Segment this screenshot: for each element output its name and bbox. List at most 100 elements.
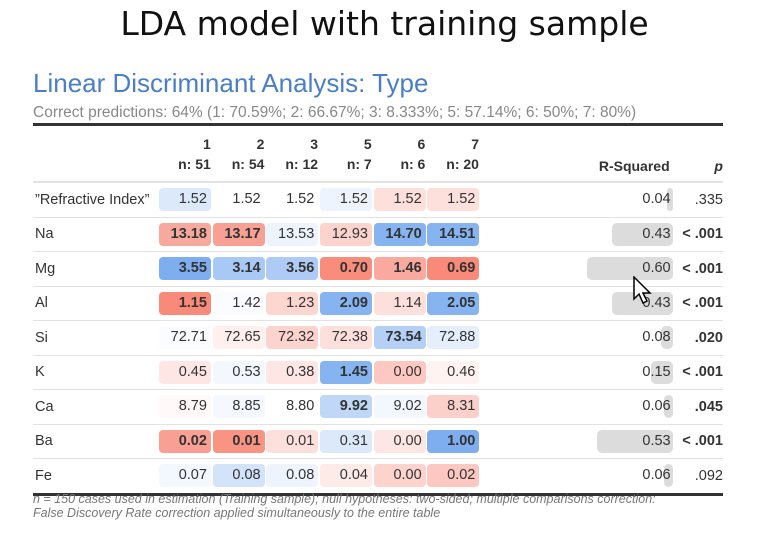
footnote-line-2: False Discovery Rate correction applied …	[33, 506, 441, 520]
page-title: LDA model with training sample	[120, 4, 649, 43]
row-label: Si	[35, 329, 48, 346]
r-squared-value: 0.60	[642, 260, 671, 277]
table-cell: 9.92	[319, 395, 372, 419]
table-cell: 13.53	[266, 222, 319, 246]
row-label: Mg	[35, 260, 56, 277]
r-squared-bar	[661, 326, 673, 350]
column-header-1: 1 n: 51	[157, 126, 211, 181]
r-squared-value: 0.04	[642, 191, 671, 208]
r-squared-value: 0.08	[642, 329, 671, 346]
r-squared-value: 0.53	[642, 432, 671, 449]
table-cell: 72.88	[427, 326, 480, 350]
r-squared-bar	[587, 257, 673, 281]
table-row: Ca 8.79 8.85 8.80 9.92 9.02 8.31 0.06 .045	[33, 390, 723, 425]
table-cell: 0.38	[266, 360, 319, 384]
table-cell: 72.38	[319, 326, 372, 350]
table-cell: 2.05	[427, 291, 480, 315]
table-row: ”Refractive Index” 1.52 1.52 1.52 1.52 1.52 1.…	[33, 183, 723, 218]
table-cell: 8.79	[158, 395, 211, 419]
table-cell: 1.52	[286, 191, 315, 208]
mouse-cursor-icon	[633, 276, 652, 305]
table-row: Mg 3.55 3.14 3.56 0.70 1.46 0.69 0.60 < .001	[33, 252, 723, 287]
r-squared-bar	[651, 360, 673, 384]
p-value: < .001	[682, 433, 723, 450]
table-cell: 0.08	[266, 464, 319, 488]
row-label: Na	[35, 226, 54, 243]
table-row: Ba 0.02 0.01 0.01 0.31 0.00 1.00 0.53 < .001	[33, 425, 723, 459]
table-cell: 72.65	[212, 326, 265, 350]
table-cell: 8.85	[212, 395, 265, 419]
column-header-2: 2 n: 54	[211, 126, 265, 181]
table-cell: 1.42	[212, 291, 265, 315]
table-cell: 1.00	[427, 429, 480, 453]
table-cell: 0.07	[158, 464, 211, 488]
table-cell: 0.31	[319, 429, 372, 453]
p-value: .335	[694, 191, 723, 208]
table-cell: 0.70	[319, 257, 372, 281]
table-cell: 13.17	[212, 222, 265, 246]
column-label: 6	[417, 135, 426, 152]
row-label: K	[35, 364, 45, 381]
p-value: < .001	[682, 226, 723, 243]
table-cell: 0.08	[212, 464, 265, 488]
r-squared-bar	[611, 291, 673, 315]
table-cell: 0.00	[373, 464, 426, 488]
r-squared-value: 0.43	[642, 294, 671, 311]
column-n: n: 7	[346, 155, 372, 172]
table-cell: 13.18	[158, 222, 211, 246]
table-cell: 0.46	[427, 360, 480, 384]
column-header-6: 6 n: 6	[372, 126, 426, 181]
table-cell: 14.51	[427, 222, 480, 246]
table-cell: 0.02	[158, 429, 211, 453]
table-row: Al 1.15 1.42 1.23 2.09 1.14 2.05 0.43 < .001	[33, 287, 723, 321]
r-squared-bar	[597, 429, 673, 453]
table-row: Si 72.71 72.65 72.32 72.38 73.54 72.88 0.08 .020	[33, 321, 723, 356]
column-n: n: 6	[400, 155, 426, 172]
column-label: 7	[471, 135, 479, 152]
table-cell: 0.00	[373, 429, 426, 453]
r-squared-value: 0.43	[642, 225, 671, 242]
table-cell: 0.04	[319, 464, 372, 488]
table-cell: 73.54	[373, 326, 426, 350]
p-value: < .001	[682, 364, 723, 381]
footnote: n = 150 cases used in estimation (Traini…	[33, 492, 656, 520]
header-blank	[33, 126, 157, 181]
column-n: n: 12	[285, 155, 319, 172]
p-header: p	[714, 158, 723, 174]
table-cell: 0.45	[158, 360, 211, 384]
lda-table: 1 n: 51 2 n: 54 3 n: 12 5 n: 7 6 n: 6 7 n: 20 R-Squa…	[33, 123, 723, 496]
r-squared-value: 0.06	[642, 398, 671, 415]
correct-predictions: Correct predictions: 64% (1: 70.59%; 2: …	[33, 104, 637, 121]
table-cell: 0.01	[212, 429, 265, 453]
table-cell: 3.55	[158, 257, 211, 281]
p-value: < .001	[682, 260, 723, 277]
r-squared-bar	[666, 188, 673, 212]
table-cell: 3.56	[266, 257, 319, 281]
table-row: K 0.45 0.53 0.38 1.45 0.00 0.46 0.15 < .001	[33, 356, 723, 390]
table-row: Na 13.18 13.17 13.53 12.93 14.70 14.51 0.43 < .0…	[33, 218, 723, 252]
table-cell: 1.52	[373, 188, 426, 212]
column-header-7: 7 n: 20	[425, 126, 479, 181]
r-squared-bar	[664, 395, 673, 419]
table-cell: 3.14	[212, 257, 265, 281]
row-label: Ca	[35, 398, 54, 415]
row-label: Al	[35, 295, 48, 312]
table-cell: 9.02	[373, 395, 426, 419]
row-label: Fe	[35, 467, 52, 484]
r-squared-bar	[664, 464, 673, 488]
r-squared-value: 0.06	[642, 467, 671, 484]
table-cell: 0.02	[427, 464, 480, 488]
p-value: < .001	[682, 295, 723, 312]
table-cell: 0.01	[266, 429, 319, 453]
table-row: Fe 0.07 0.08 0.08 0.04 0.00 0.02 0.06.092	[33, 459, 723, 493]
table-cell: 1.15	[158, 291, 211, 315]
table-cell: 12.93	[319, 222, 372, 246]
r-squared-header: R-Squared	[598, 158, 670, 174]
r-squared-value: 0.15	[642, 363, 671, 380]
table-cell: 14.70	[373, 222, 426, 246]
analysis-title: Linear Discriminant Analysis: Type	[33, 68, 429, 98]
column-n: n: 54	[231, 155, 265, 172]
table-cell: 1.52	[319, 188, 372, 212]
column-n: n: 51	[178, 155, 211, 172]
table-cell: 72.71	[158, 326, 211, 350]
